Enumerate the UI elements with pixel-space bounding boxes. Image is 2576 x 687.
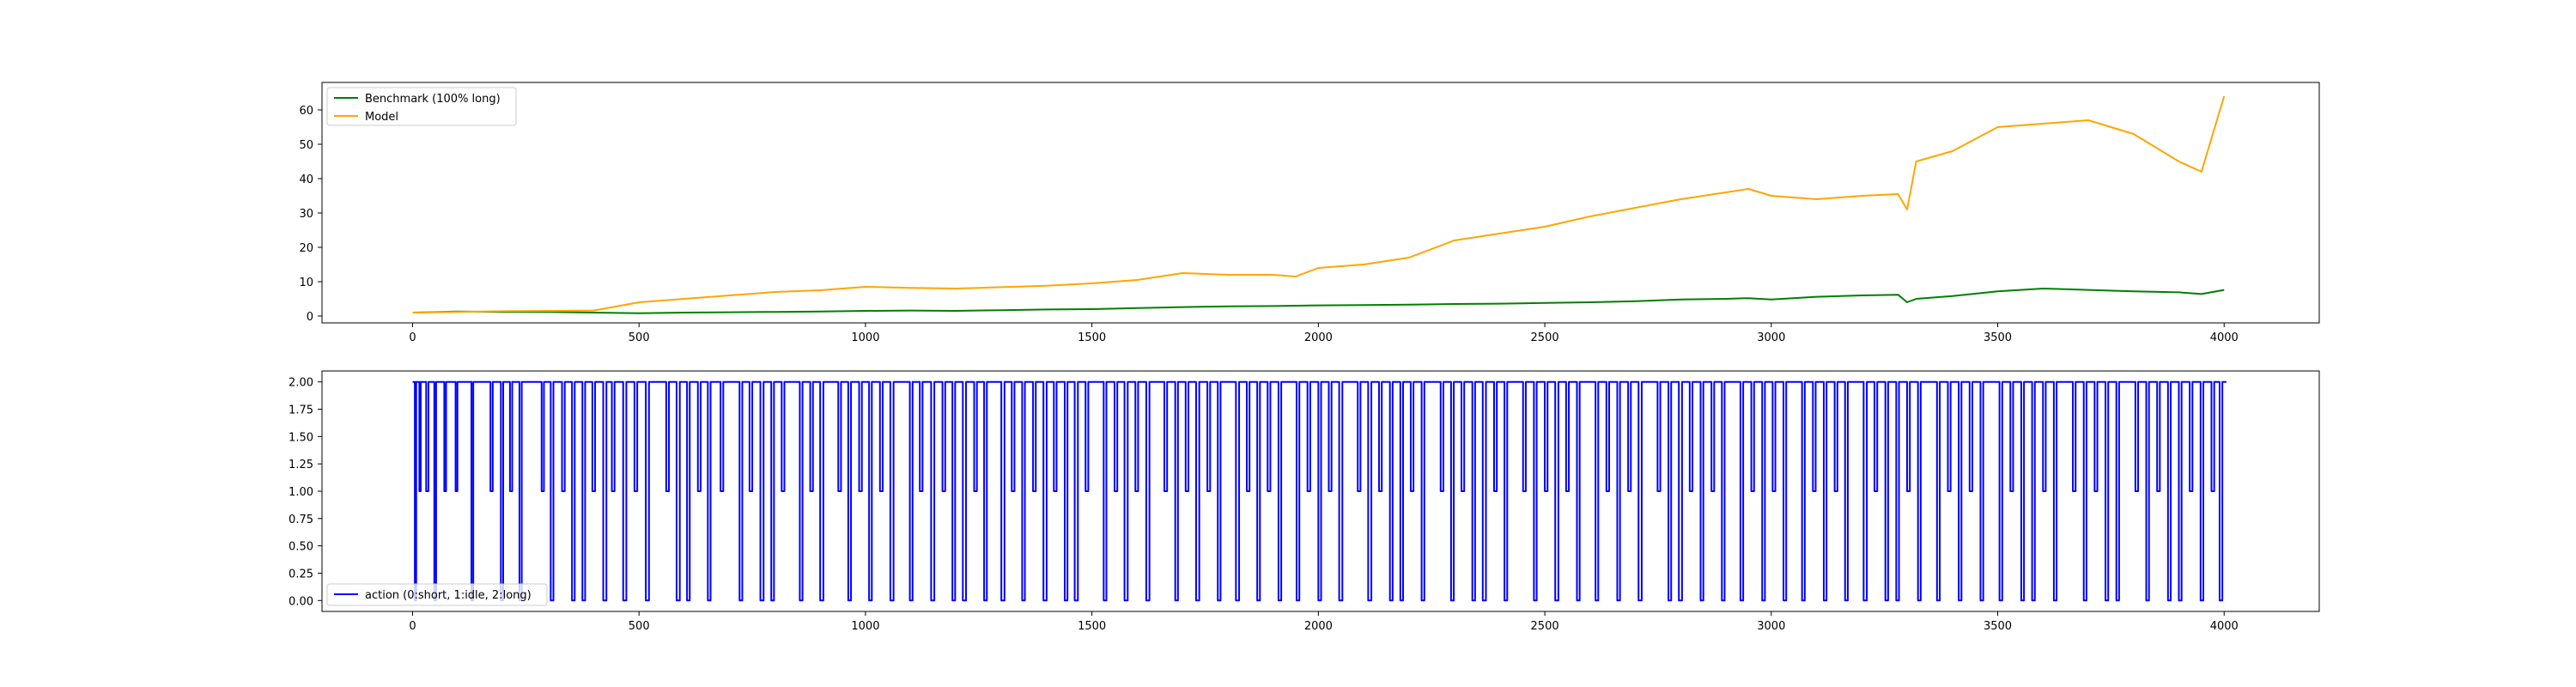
y-tick-label: 0.50 [289,541,313,554]
y-tick-label: 0.25 [289,568,313,581]
series-line-action-0-short-1-idle-2-long [412,380,2227,602]
bottom-x-axis: 0 500 1000 1500 2000 2500 3000 3500 4000 [409,611,2239,633]
y-tick-label: 50 [299,139,313,152]
legend-benchmark-label: Benchmark (100% long) [365,93,501,106]
y-tick-label: 60 [299,105,313,118]
bottom-y-axis: 0.00 0.25 0.50 0.75 1.00 1.25 1.50 1.75 2.00 [289,377,322,608]
top-plot-frame [321,82,2320,324]
x-tick-label: 2500 [1531,620,1559,633]
legend-action-label: action (0:short, 1:idle, 2:long) [365,589,532,602]
x-tick-label: 4000 [2210,620,2239,633]
x-tick-label: 2500 [1531,331,1559,344]
y-tick-label: 1.25 [289,459,313,471]
y-tick-label: 10 [299,277,313,289]
x-tick-label: 2000 [1304,331,1333,344]
bottom-legend: action (0:short, 1:idle, 2:long) [326,583,548,606]
x-tick-label: 3000 [1757,331,1785,344]
y-tick-label: 30 [299,208,313,221]
top-series-group [412,95,2226,314]
top-legend-box [326,87,517,126]
x-tick-label: 0 [409,331,416,344]
x-tick-label: 0 [409,620,416,633]
bottom-subplot: 0.00 0.25 0.50 0.75 1.00 1.25 1.50 1.75 2.00 0 50… [289,370,2320,633]
series-line-model [412,95,2226,313]
series-line-benchmark-100-long [412,288,2225,314]
y-tick-label: 20 [299,242,313,255]
x-tick-label: 3500 [1984,620,2012,633]
top-y-axis: 0 10 20 30 40 50 60 [299,105,322,324]
x-tick-label: 1500 [1078,620,1106,633]
x-tick-label: 1500 [1078,331,1106,344]
y-tick-label: 2.00 [289,377,313,390]
x-tick-label: 2000 [1304,620,1333,633]
top-subplot: 0 10 20 30 40 50 60 0 500 1000 1500 2000 2500 3000 35… [299,82,2320,344]
top-legend: Benchmark (100% long) Model [326,87,517,126]
y-tick-label: 0.75 [289,514,313,526]
y-tick-label: 40 [299,173,313,186]
x-tick-label: 3500 [1984,331,2012,344]
y-tick-label: 0 [307,311,313,324]
y-tick-label: 0.00 [289,595,313,608]
x-tick-label: 500 [629,620,650,633]
y-tick-label: 1.00 [289,486,313,499]
bottom-legend-box [326,583,548,606]
x-tick-label: 500 [629,331,650,344]
bottom-series-group [412,380,2227,602]
y-tick-label: 1.75 [289,404,313,417]
x-tick-label: 1000 [851,331,879,344]
y-tick-label: 1.50 [289,431,313,444]
x-tick-label: 1000 [851,620,879,633]
x-tick-label: 4000 [2210,331,2239,344]
top-x-axis: 0 500 1000 1500 2000 2500 3000 3500 4000 [409,323,2239,344]
x-tick-label: 3000 [1757,620,1785,633]
legend-model-label: Model [365,111,398,124]
